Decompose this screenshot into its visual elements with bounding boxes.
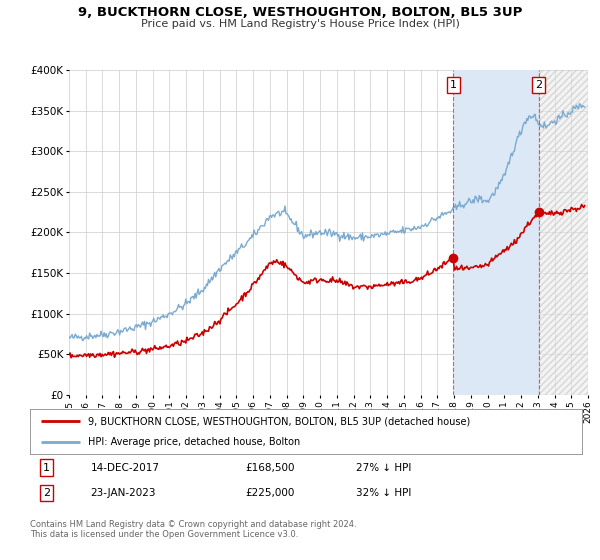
Text: 9, BUCKTHORN CLOSE, WESTHOUGHTON, BOLTON, BL5 3UP (detached house): 9, BUCKTHORN CLOSE, WESTHOUGHTON, BOLTON… <box>88 416 470 426</box>
Text: This data is licensed under the Open Government Licence v3.0.: This data is licensed under the Open Gov… <box>30 530 298 539</box>
Text: £225,000: £225,000 <box>245 488 295 498</box>
Text: 2: 2 <box>535 80 542 90</box>
Text: 1: 1 <box>450 80 457 90</box>
Text: 2: 2 <box>43 488 50 498</box>
Text: 9, BUCKTHORN CLOSE, WESTHOUGHTON, BOLTON, BL5 3UP: 9, BUCKTHORN CLOSE, WESTHOUGHTON, BOLTON… <box>78 6 522 18</box>
Text: HPI: Average price, detached house, Bolton: HPI: Average price, detached house, Bolt… <box>88 437 300 447</box>
Text: 32% ↓ HPI: 32% ↓ HPI <box>356 488 411 498</box>
Text: 1: 1 <box>43 463 50 473</box>
Bar <box>539 70 588 395</box>
Bar <box>454 70 539 395</box>
Text: Contains HM Land Registry data © Crown copyright and database right 2024.: Contains HM Land Registry data © Crown c… <box>30 520 356 529</box>
Text: £168,500: £168,500 <box>245 463 295 473</box>
Text: 27% ↓ HPI: 27% ↓ HPI <box>356 463 411 473</box>
Text: 23-JAN-2023: 23-JAN-2023 <box>91 488 156 498</box>
Text: Price paid vs. HM Land Registry's House Price Index (HPI): Price paid vs. HM Land Registry's House … <box>140 19 460 29</box>
Text: 14-DEC-2017: 14-DEC-2017 <box>91 463 160 473</box>
